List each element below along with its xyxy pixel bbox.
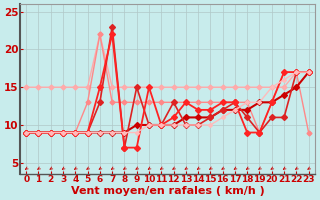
X-axis label: Vent moyen/en rafales ( km/h ): Vent moyen/en rafales ( km/h ) xyxy=(70,186,264,196)
